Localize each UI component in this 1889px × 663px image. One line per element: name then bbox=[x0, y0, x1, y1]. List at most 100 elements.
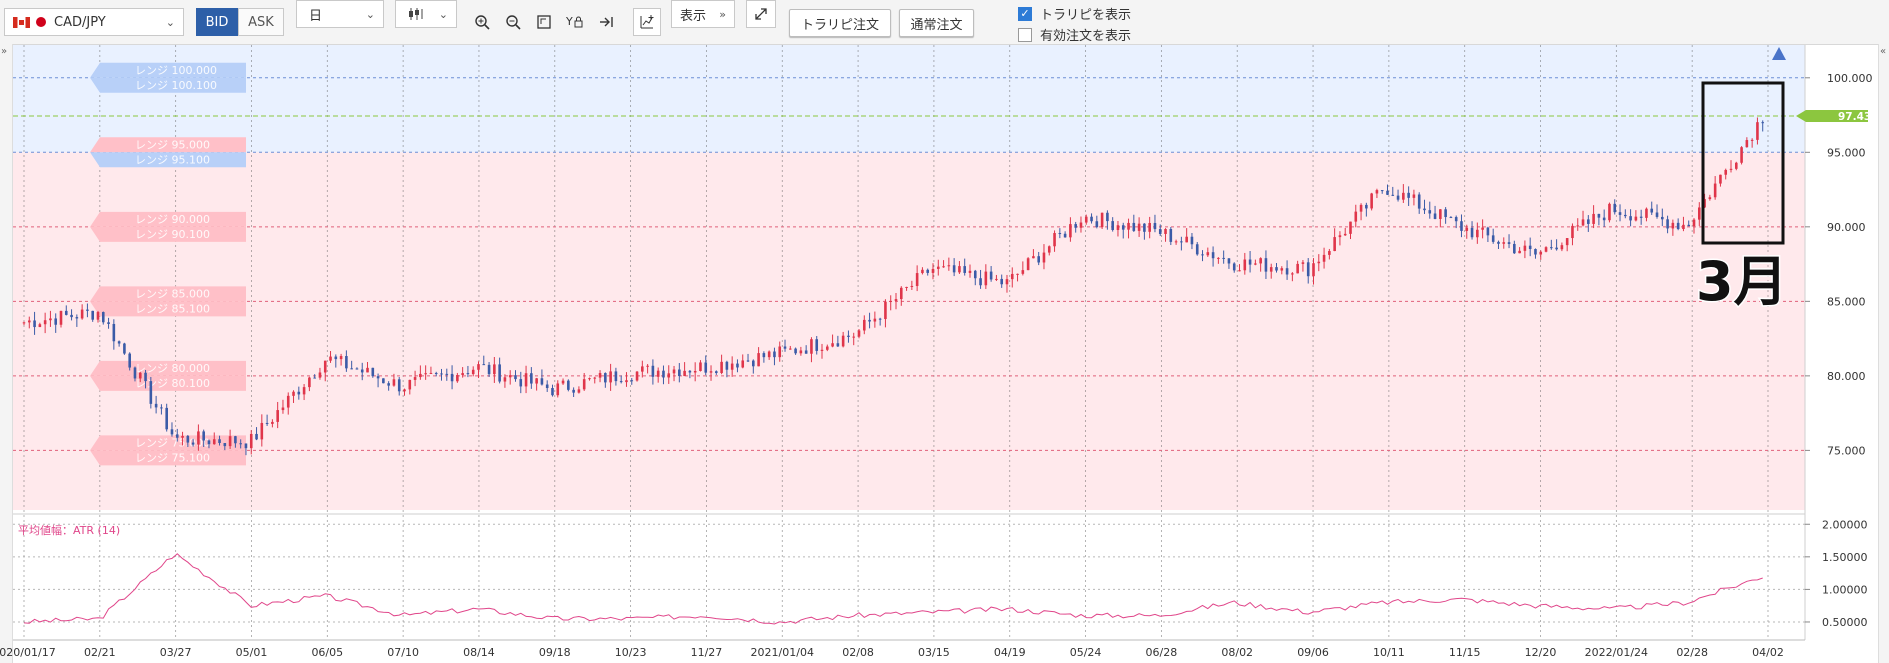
candle-body bbox=[1682, 224, 1685, 230]
y-axis-lock-icon[interactable]: Y bbox=[563, 10, 587, 34]
candle-body bbox=[1032, 256, 1035, 259]
candle-body bbox=[968, 270, 972, 273]
candle-body bbox=[1412, 194, 1416, 198]
trarepi-order-button[interactable]: トラリピ注文 bbox=[789, 9, 891, 37]
candle-body bbox=[239, 443, 242, 445]
period-label: 日 bbox=[309, 8, 323, 24]
candle-body bbox=[836, 343, 840, 347]
candle-body bbox=[1158, 229, 1162, 234]
chart-type-select[interactable]: ⌄ bbox=[395, 0, 457, 28]
candle-body bbox=[979, 278, 982, 286]
candle-body bbox=[556, 383, 560, 396]
candle-body bbox=[392, 379, 396, 386]
x-tick-label: 02/08 bbox=[842, 646, 874, 659]
candle-body bbox=[804, 350, 808, 354]
candle-body bbox=[91, 310, 95, 320]
candle-body bbox=[1518, 250, 1521, 254]
display-menu-button[interactable]: 表示 » bbox=[671, 0, 735, 28]
candle-body bbox=[128, 353, 131, 368]
x-tick-label: 09/06 bbox=[1297, 646, 1329, 659]
candle-body bbox=[260, 422, 264, 440]
candle-body bbox=[995, 278, 998, 280]
candle-body bbox=[1460, 221, 1463, 231]
candle-body bbox=[207, 440, 211, 445]
x-tick-label: 07/10 bbox=[387, 646, 419, 659]
candle-body bbox=[820, 349, 824, 351]
candle-body bbox=[852, 336, 856, 338]
candle-body bbox=[683, 370, 686, 377]
candle-body bbox=[1444, 209, 1447, 218]
candle-body bbox=[641, 366, 644, 372]
range-label-tag bbox=[90, 62, 246, 78]
candle-body bbox=[889, 300, 893, 302]
candle-body bbox=[1740, 147, 1743, 163]
range-label-text: レンジ 100.100 bbox=[135, 79, 217, 92]
candle-body bbox=[1734, 162, 1738, 169]
x-tick-label: 12/20 bbox=[1525, 646, 1557, 659]
candle-body bbox=[582, 379, 586, 390]
candle-body bbox=[720, 361, 723, 373]
candle-body bbox=[64, 310, 68, 315]
candle-body bbox=[598, 373, 602, 378]
candle-body bbox=[1306, 262, 1310, 277]
candle-body bbox=[1206, 252, 1210, 256]
candle-body bbox=[588, 378, 591, 380]
candle-body bbox=[519, 379, 523, 387]
candle-body bbox=[625, 380, 628, 383]
candle-body bbox=[75, 317, 79, 319]
scroll-to-latest-icon[interactable] bbox=[594, 10, 618, 34]
candle-body bbox=[1602, 217, 1606, 221]
candle-body bbox=[49, 318, 52, 321]
candle-body bbox=[545, 384, 549, 389]
candle-body bbox=[1021, 270, 1025, 274]
indicator-add-icon[interactable] bbox=[633, 8, 661, 36]
right-collapse-bar[interactable]: « bbox=[1878, 44, 1889, 663]
candle-body bbox=[725, 361, 729, 370]
fit-screen-icon[interactable] bbox=[532, 10, 556, 34]
candle-body bbox=[1143, 223, 1146, 232]
show-orders-checkbox[interactable]: 有効注文を表示 bbox=[1018, 25, 1131, 44]
atr-background bbox=[13, 518, 1805, 640]
candle-body bbox=[165, 407, 168, 430]
candle-body bbox=[1217, 257, 1220, 259]
x-tick-label: 04/19 bbox=[994, 646, 1026, 659]
candle-body bbox=[329, 356, 332, 361]
candle-body bbox=[1100, 212, 1104, 228]
candle-body bbox=[38, 324, 42, 328]
candle-body bbox=[297, 391, 301, 395]
candle-body bbox=[112, 323, 116, 342]
candle-body bbox=[1513, 243, 1516, 254]
candle-body bbox=[1195, 244, 1199, 255]
fullscreen-button[interactable] bbox=[746, 0, 776, 28]
candle-body bbox=[963, 266, 967, 273]
zoom-in-icon[interactable] bbox=[470, 10, 494, 34]
candle-body bbox=[577, 389, 581, 393]
candle-body bbox=[334, 356, 338, 360]
show-trarepi-checkbox[interactable]: ✓ トラリピを表示 bbox=[1018, 4, 1131, 23]
candle-body bbox=[704, 362, 708, 373]
x-axis: 2020/01/1702/2103/2705/0106/0507/1008/14… bbox=[0, 639, 1805, 659]
candle-body bbox=[117, 341, 121, 344]
candle-body bbox=[1074, 224, 1077, 228]
bid-button[interactable]: BID bbox=[196, 8, 238, 36]
chevron-down-icon: ⌄ bbox=[438, 7, 448, 21]
ask-button[interactable]: ASK bbox=[238, 8, 284, 36]
candle-body bbox=[794, 348, 797, 354]
candle-body bbox=[604, 373, 607, 383]
zoom-out-icon[interactable] bbox=[501, 10, 525, 34]
candle-body bbox=[936, 266, 940, 269]
y-tick-label: 80.000 bbox=[1827, 370, 1866, 383]
candle-body bbox=[96, 312, 100, 320]
candle-body bbox=[952, 265, 956, 273]
candle-body bbox=[757, 353, 760, 367]
candle-body bbox=[1169, 229, 1173, 242]
period-select[interactable]: 日 ⌄ bbox=[296, 0, 384, 28]
currency-pair-select[interactable]: CAD/JPY ⌄ bbox=[4, 8, 184, 36]
candle-body bbox=[1550, 247, 1553, 249]
normal-order-button[interactable]: 通常注文 bbox=[899, 9, 974, 37]
left-collapse-bar[interactable]: » bbox=[0, 44, 13, 663]
candle-body bbox=[609, 371, 612, 383]
candle-body bbox=[662, 370, 665, 378]
candle-body bbox=[1428, 210, 1432, 214]
candle-body bbox=[138, 372, 142, 379]
